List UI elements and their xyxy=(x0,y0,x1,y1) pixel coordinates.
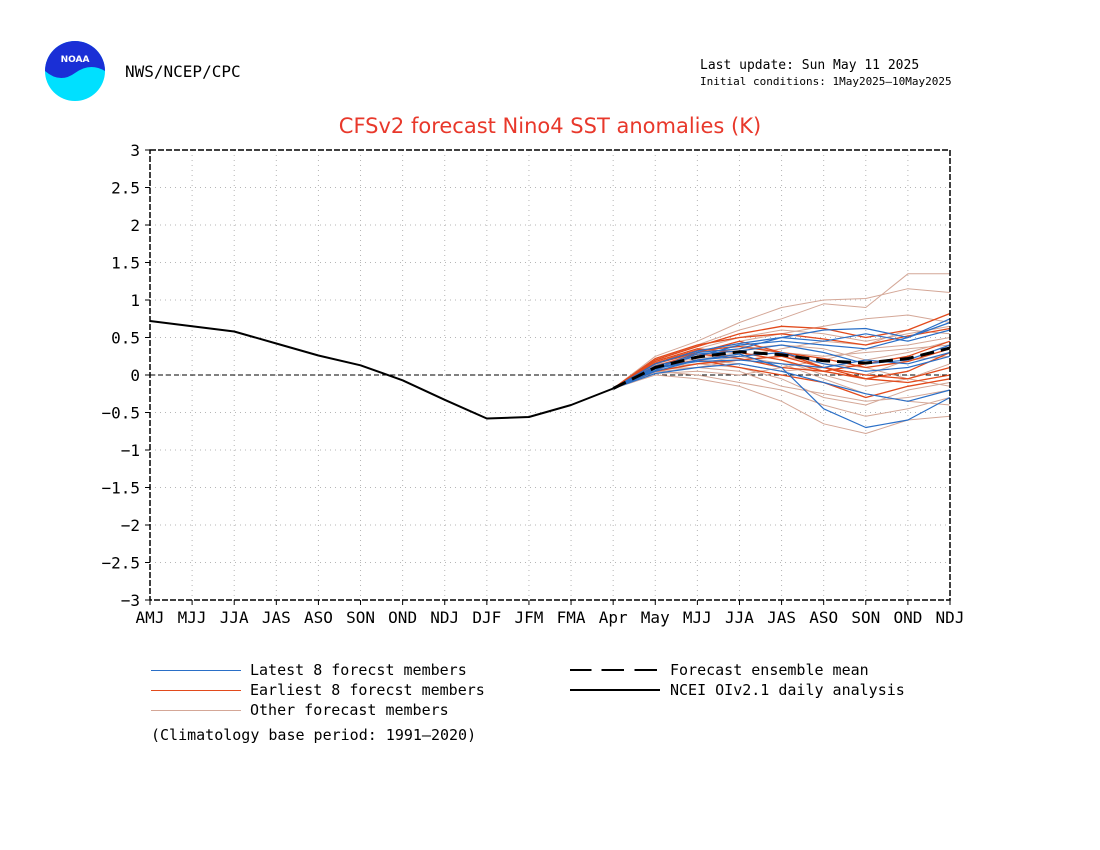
legend-swatch-earliest xyxy=(151,690,241,691)
x-tick-label: OND xyxy=(388,608,417,627)
x-tick-label: ASO xyxy=(809,608,838,627)
legend-label-latest: Latest 8 forecst members xyxy=(250,661,467,679)
y-tick-label: 3 xyxy=(130,141,140,160)
plot-frame xyxy=(149,149,951,601)
series-line-latest xyxy=(612,363,951,402)
legend-swatch-mean xyxy=(570,669,660,671)
y-tick-label: 2 xyxy=(130,216,140,235)
y-tick-label: −1.5 xyxy=(101,479,140,498)
y-tick-label: −2 xyxy=(121,516,140,535)
y-tick-label: −2.5 xyxy=(101,554,140,573)
climatology-note: (Climatology base period: 1991—2020) xyxy=(151,726,477,744)
logo-text: NOAA xyxy=(61,55,90,65)
legend-label-earliest: Earliest 8 forecst members xyxy=(250,681,485,699)
series-line-earliest xyxy=(612,312,951,390)
x-tick-label: MJJ xyxy=(683,608,712,627)
initial-conditions: Initial conditions: 1May2025—10May2025 xyxy=(700,75,952,88)
series-line-latest xyxy=(612,329,951,390)
x-tick-label: JJA xyxy=(725,608,754,627)
x-tick-label: JJA xyxy=(220,608,249,627)
series-line-other xyxy=(612,288,951,389)
legend-label-analysis: NCEI OIv2.1 daily analysis xyxy=(670,681,905,699)
x-tick-label: DJF xyxy=(472,608,501,627)
chart-title: CFSv2 forecast Nino4 SST anomalies (K) xyxy=(338,114,762,138)
legend-swatch-analysis xyxy=(570,689,660,691)
series-line-earliest xyxy=(612,348,951,390)
series-line-latest xyxy=(612,318,951,390)
legend-swatch-other xyxy=(151,710,241,711)
y-tick-label: −1 xyxy=(121,441,140,460)
legend-swatch-latest xyxy=(151,670,241,671)
agency-label: NWS/NCEP/CPC xyxy=(125,62,241,81)
x-tick-label: NDJ xyxy=(430,608,459,627)
y-tick-label: 1.5 xyxy=(111,254,140,273)
series-line-solid-black xyxy=(149,320,614,420)
series-line-dashed-black xyxy=(612,346,951,390)
y-tick-label: −0.5 xyxy=(101,404,140,423)
series-line-other xyxy=(613,374,951,434)
series-line-latest xyxy=(612,353,951,429)
x-tick-label: May xyxy=(641,608,670,627)
noaa-logo: NOAA xyxy=(45,41,105,101)
x-tick-label: FMA xyxy=(557,608,586,627)
x-tick-label: SON xyxy=(851,608,880,627)
y-tick-label: 1 xyxy=(130,291,140,310)
x-tick-label: SON xyxy=(346,608,375,627)
legend-label-mean: Forecast ensemble mean xyxy=(670,661,869,679)
x-tick-label: ASO xyxy=(304,608,333,627)
y-tick-label: 0 xyxy=(130,366,140,385)
x-tick-label: MJJ xyxy=(178,608,207,627)
x-tick-label: OND xyxy=(893,608,922,627)
x-tick-label: NDJ xyxy=(936,608,965,627)
y-tick-label: −3 xyxy=(121,591,140,610)
y-tick-label: 0.5 xyxy=(111,329,140,348)
y-tick-label: 2.5 xyxy=(111,179,140,198)
x-tick-label: JAS xyxy=(262,608,291,627)
x-tick-label: Apr xyxy=(599,608,628,627)
x-tick-label: JAS xyxy=(767,608,796,627)
last-update: Last update: Sun May 11 2025 xyxy=(700,58,920,73)
series-line-latest xyxy=(612,344,951,390)
x-tick-label: JFM xyxy=(514,608,543,627)
legend-label-other: Other forecast members xyxy=(250,701,449,719)
x-tick-label: AMJ xyxy=(136,608,165,627)
